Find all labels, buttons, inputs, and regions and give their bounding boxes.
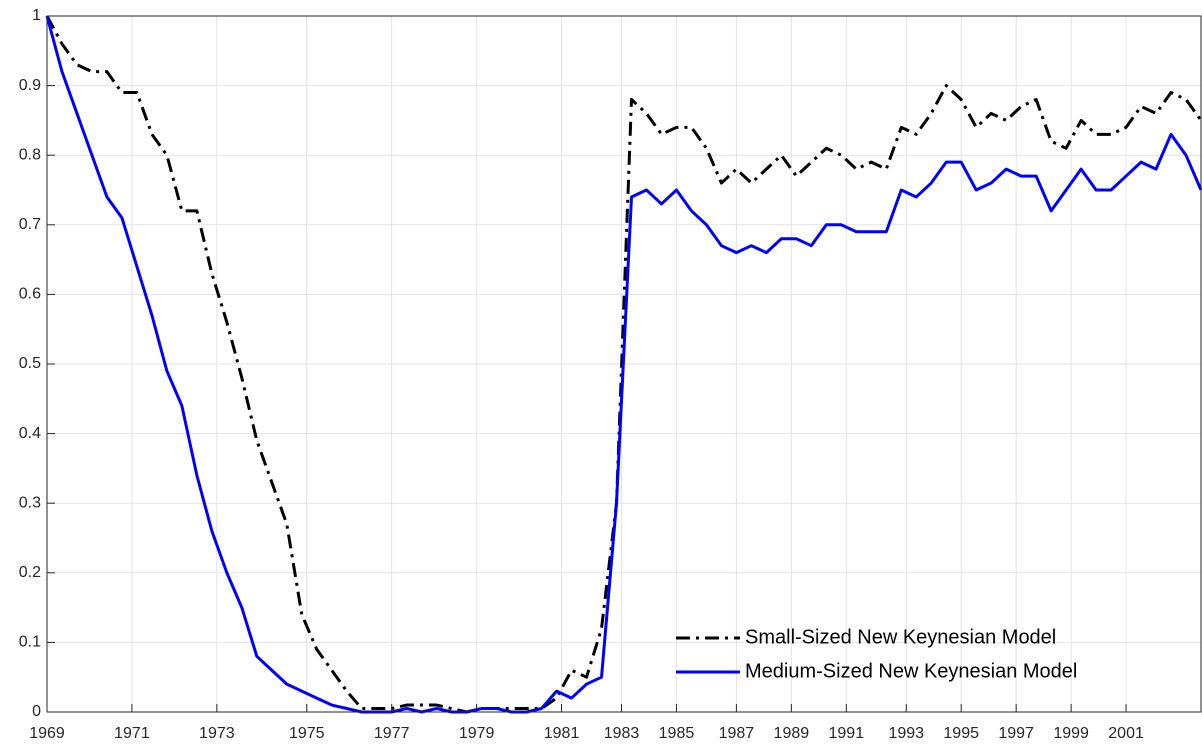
x-tick-label: 2001 xyxy=(1108,725,1144,742)
y-tick-label: 0.6 xyxy=(19,286,41,303)
legend: Small-Sized New Keynesian Model Medium-Si… xyxy=(676,626,1077,682)
y-tick-label: 0.1 xyxy=(19,634,41,651)
y-tick-label: 0.7 xyxy=(19,216,41,233)
x-tick-label: 1975 xyxy=(289,725,325,742)
legend-label: Medium-Sized New Keynesian Model xyxy=(745,660,1077,682)
plot-lines xyxy=(45,15,1202,714)
x-tick-label: 1999 xyxy=(1053,725,1089,742)
x-tick-label: 1977 xyxy=(374,725,410,742)
y-tick-label: 0.3 xyxy=(19,494,41,511)
y-tick-label: 0.9 xyxy=(19,77,41,94)
x-tick-label: 1993 xyxy=(888,725,924,742)
y-tick-label: 0.8 xyxy=(19,146,41,163)
x-tick-label: 1985 xyxy=(659,725,695,742)
x-tick-label: 1987 xyxy=(719,725,755,742)
y-tick-label: 0.2 xyxy=(19,564,41,581)
x-tick-label: 1989 xyxy=(774,725,810,742)
tick-labels: 0 0.1 0.2 0.3 0.4 0.5 0.6 0.7 0.8 0.9 1 1969 1971 197… xyxy=(19,7,1144,742)
series-line xyxy=(45,15,1202,714)
x-tick-label: 1969 xyxy=(29,725,65,742)
x-tick-label: 1971 xyxy=(114,725,150,742)
y-tick-label: 0 xyxy=(32,703,41,720)
x-tick-label: 1983 xyxy=(604,725,640,742)
series-line xyxy=(45,15,1202,714)
x-tick-label: 1997 xyxy=(998,725,1034,742)
x-tick-label: 1973 xyxy=(199,725,235,742)
y-tick-label: 0.4 xyxy=(19,425,41,442)
y-tick-label: 1 xyxy=(32,7,41,24)
y-tick-label: 0.5 xyxy=(19,355,41,372)
x-tick-label: 1981 xyxy=(544,725,580,742)
legend-label: Small-Sized New Keynesian Model xyxy=(745,626,1056,648)
x-tick-label: 1995 xyxy=(943,725,979,742)
x-tick-label: 1991 xyxy=(829,725,865,742)
x-tick-label: 1979 xyxy=(459,725,495,742)
axes-frame xyxy=(46,15,1202,713)
